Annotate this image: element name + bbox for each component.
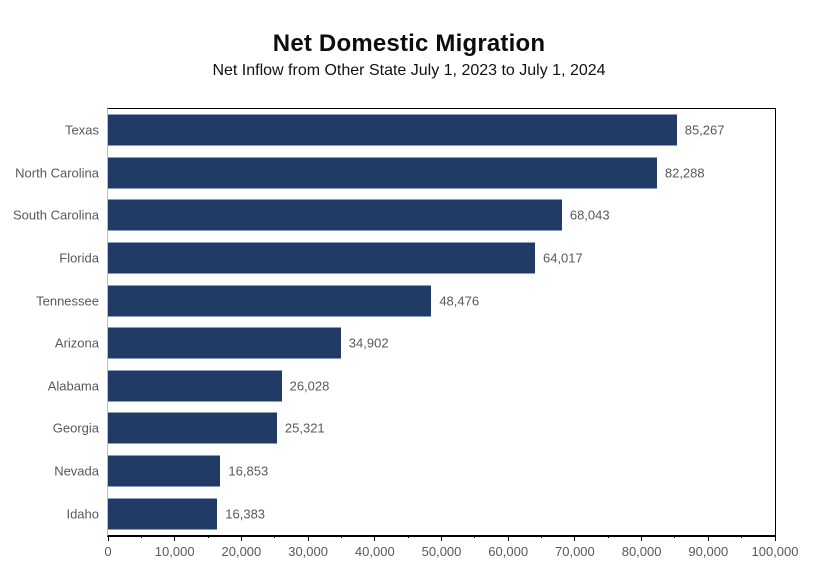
category-label: Arizona <box>54 335 99 351</box>
x-axis-major-tick <box>641 535 643 541</box>
x-axis-minor-tick <box>607 535 609 538</box>
x-axis-minor-tick <box>474 535 476 538</box>
bar-value-label: 34,902 <box>348 335 389 351</box>
x-axis-minor-tick <box>140 535 142 538</box>
bar-value-label: 64,017 <box>542 250 583 266</box>
x-axis-tick-label: 0 <box>104 544 112 559</box>
x-axis-minor-tick <box>407 535 409 538</box>
x-axis-major-tick <box>307 535 309 541</box>
x-axis-minor-tick <box>274 535 276 538</box>
bar <box>108 285 432 317</box>
bar-row: Alabama 26,028 <box>48 365 775 408</box>
bar-row: Texas 85,267 <box>65 109 775 152</box>
x-axis-major-tick <box>507 535 509 541</box>
bar-value-label: 48,476 <box>439 293 480 309</box>
x-axis-minor-tick <box>340 535 342 538</box>
x-axis-major-tick <box>707 535 709 541</box>
category-label: Georgia <box>52 420 99 436</box>
x-axis-major-tick <box>374 535 376 541</box>
bar-row: Tennessee 48,476 <box>36 279 775 322</box>
category-label: Florida <box>59 250 99 266</box>
category-label: Idaho <box>66 506 99 522</box>
bar-row: North Carolina 82,288 <box>15 152 775 195</box>
x-axis-major-tick <box>774 535 776 541</box>
bar-row: Idaho 16,383 <box>66 492 775 535</box>
x-axis-major-tick <box>574 535 576 541</box>
x-axis-tick-label: 10,000 <box>154 544 195 559</box>
bar <box>108 199 562 231</box>
bar-value-label: 16,383 <box>225 506 266 522</box>
bar-row: Nevada 16,853 <box>54 450 775 493</box>
bar <box>108 114 677 146</box>
x-axis-tick-label: 50,000 <box>421 544 462 559</box>
bar <box>108 157 657 189</box>
bar-row: Florida 64,017 <box>59 237 775 280</box>
category-label: Texas <box>65 122 99 138</box>
x-axis-tick-label: 60,000 <box>488 544 529 559</box>
bar-row: Arizona 34,902 <box>55 322 775 365</box>
x-axis-minor-tick <box>741 535 743 538</box>
chart-title: Net Domestic Migration <box>272 30 546 57</box>
bar-value-label: 25,321 <box>284 420 325 436</box>
bar <box>108 412 277 444</box>
category-label: Alabama <box>47 378 99 394</box>
x-axis-tick-label: 20,000 <box>221 544 262 559</box>
bar <box>108 327 341 359</box>
x-axis-major-tick <box>174 535 176 541</box>
bar <box>108 498 218 530</box>
category-label: Nevada <box>54 463 99 479</box>
x-axis-tick-label: 80,000 <box>621 544 662 559</box>
bar <box>108 370 282 402</box>
plot-area: Texas 85,267 North Carolina 82,288 South Car… <box>13 108 799 559</box>
category-label: Tennessee <box>36 293 99 309</box>
category-label: South Carolina <box>13 207 99 223</box>
bar-value-label: 68,043 <box>569 207 610 223</box>
x-axis-minor-tick <box>207 535 209 538</box>
bar-value-label: 26,028 <box>289 378 330 394</box>
bar <box>108 242 535 274</box>
bar-value-label: 16,853 <box>228 463 269 479</box>
x-axis-major-tick <box>240 535 242 541</box>
bar <box>108 455 221 487</box>
x-axis-tick-label: 40,000 <box>354 544 395 559</box>
x-axis-tick-label: 70,000 <box>555 544 595 559</box>
x-axis-minor-tick <box>541 535 543 538</box>
bar-value-label: 82,288 <box>664 165 705 181</box>
bar-value-label: 85,267 <box>684 122 725 138</box>
x-axis-minor-tick <box>674 535 676 538</box>
x-axis-tick-label: 100,000 <box>751 544 799 559</box>
bar-row: South Carolina 68,043 <box>13 194 775 237</box>
x-axis-tick-label: 30,000 <box>288 544 328 559</box>
category-label: North Carolina <box>15 165 99 181</box>
x-axis-tick-label: 90,000 <box>688 544 729 559</box>
x-axis-major-tick <box>441 535 442 541</box>
chart-subtitle: Net Inflow from Other State July 1, 2023… <box>212 62 606 79</box>
x-axis-major-tick <box>107 535 109 541</box>
bar-row: Georgia 25,321 <box>53 407 775 450</box>
